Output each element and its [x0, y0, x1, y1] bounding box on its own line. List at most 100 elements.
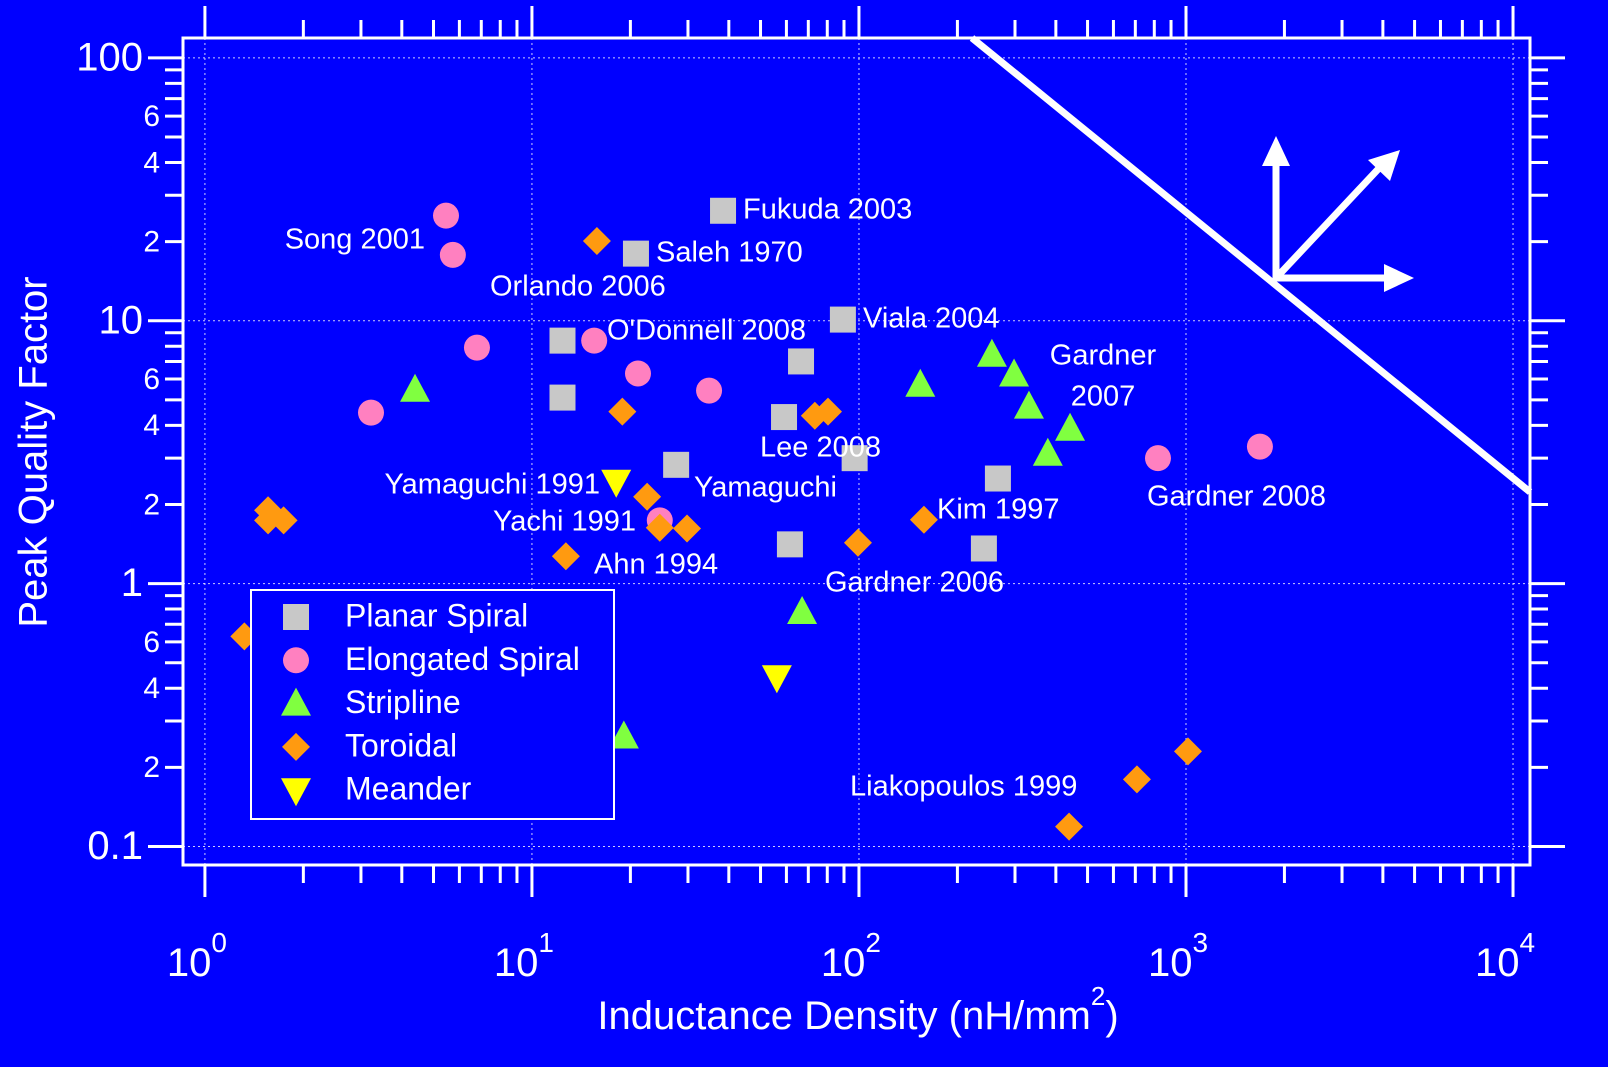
plot-frame	[181, 36, 1532, 867]
y-tick-label: 2	[143, 751, 160, 784]
x-tick-label-exp: 0	[211, 927, 227, 958]
triangle-up-marker	[999, 358, 1030, 387]
triangle-up-marker	[1032, 437, 1063, 466]
triangle-up-marker	[400, 373, 431, 402]
x-axis-label: Inductance Density (nH/mm2)	[597, 981, 1118, 1038]
x-tick-label-base: 10	[1475, 941, 1520, 985]
x-tick-label-exp: 4	[1519, 927, 1535, 958]
legend-marker	[281, 687, 311, 716]
square-marker	[984, 465, 1011, 492]
annotation: Gardner 2006	[825, 567, 1004, 599]
square-marker	[771, 404, 798, 431]
circle-marker	[432, 202, 459, 229]
square-marker	[622, 240, 649, 267]
legend-marker	[283, 604, 309, 630]
diamond-marker	[582, 227, 611, 256]
x-axis-label-sup: 2	[1091, 981, 1105, 1011]
x-tick-label: 101	[494, 927, 554, 984]
x-tick-label-base: 10	[1148, 941, 1193, 985]
triangle-down-marker	[601, 469, 632, 498]
diamond-marker	[1122, 765, 1151, 794]
triangle-up-marker	[787, 595, 818, 624]
square-marker	[788, 348, 815, 375]
circle-marker	[439, 241, 466, 268]
square-marker	[710, 197, 737, 224]
x-tick-label-base: 10	[821, 941, 866, 985]
triangle-up-marker	[976, 338, 1007, 367]
direction-arrows	[1262, 136, 1414, 292]
triangle-up-marker	[608, 720, 639, 749]
annotation: O'Donnell 2008	[607, 315, 806, 347]
annotation: Song 2001	[285, 224, 425, 256]
square-marker	[970, 535, 997, 562]
y-tick-label: 4	[143, 409, 160, 442]
circle-marker	[624, 360, 651, 387]
diamond-marker	[813, 397, 842, 426]
annotation: Kim 1997	[937, 494, 1060, 526]
y-tick-label: 6	[143, 626, 160, 659]
diamond-marker	[909, 505, 938, 534]
x-tick-label-exp: 1	[538, 927, 554, 958]
x-axis-label-main: Inductance Density (nH/mm	[597, 994, 1091, 1038]
annotation: Saleh 1970	[656, 237, 803, 269]
arrow-head	[1384, 264, 1414, 292]
y-tick-label: 4	[143, 672, 160, 705]
y-tick-label: 10	[99, 298, 144, 342]
x-tick-label: 100	[167, 927, 227, 984]
annotation: 2007	[1071, 381, 1136, 413]
triangle-down-marker	[761, 665, 792, 694]
y-tick-label: 4	[143, 146, 160, 179]
legend-marker	[282, 732, 310, 761]
legend-label: Meander	[345, 771, 472, 807]
y-tick-label: 6	[143, 100, 160, 133]
circle-marker	[1246, 433, 1273, 460]
annotation: Lee 2008	[760, 432, 881, 464]
square-marker	[549, 384, 576, 411]
diamond-marker	[269, 506, 298, 535]
diamond-marker	[673, 514, 702, 543]
triangle-up-marker	[1055, 412, 1086, 441]
legend-marker	[281, 778, 311, 807]
arrow-head	[1368, 150, 1400, 181]
circle-marker	[696, 377, 723, 404]
diamond-marker	[1173, 737, 1202, 766]
diamond-marker	[645, 513, 674, 542]
arrow-head	[1262, 136, 1290, 166]
y-tick-label: 2	[143, 226, 160, 259]
x-axis-label-end: )	[1105, 994, 1118, 1038]
annotation: Viala 2004	[863, 303, 1000, 335]
circle-marker	[357, 399, 384, 426]
triangle-up-marker	[905, 368, 936, 397]
legend-label: Planar Spiral	[345, 597, 528, 633]
x-tick-label-exp: 3	[1192, 927, 1208, 958]
triangle-up-marker	[1013, 390, 1044, 419]
y-tick-label: 2	[143, 488, 160, 521]
square-marker	[663, 451, 690, 478]
limit-line	[969, 35, 1533, 495]
diamond-marker	[608, 397, 637, 426]
legend-label: Elongated Spiral	[345, 641, 580, 677]
annotation: Yamaguchi	[694, 472, 837, 504]
x-tick-label: 104	[1475, 927, 1535, 984]
diamond-marker	[1055, 812, 1084, 841]
circle-marker	[1144, 445, 1171, 472]
x-tick-label: 102	[821, 927, 881, 984]
y-tick-label: 100	[76, 35, 143, 79]
annotation: Gardner 2008	[1147, 481, 1326, 513]
y-axis-label: Peak Quality Factor	[12, 276, 56, 627]
square-marker	[829, 306, 856, 333]
annotation: Fukuda 2003	[743, 194, 912, 226]
annotation: Orlando 2006	[490, 271, 666, 303]
legend-box	[250, 589, 615, 820]
diamond-marker	[254, 506, 283, 535]
legend-label: Stripline	[345, 684, 461, 720]
diamond-marker	[551, 542, 580, 571]
diamond-marker	[633, 482, 662, 511]
x-tick-label: 103	[1148, 927, 1208, 984]
circle-marker	[463, 334, 490, 361]
diamond-marker	[843, 528, 872, 557]
circle-marker	[581, 327, 608, 354]
y-tick-label: 6	[143, 363, 160, 396]
y-tick-label: 1	[121, 561, 143, 605]
